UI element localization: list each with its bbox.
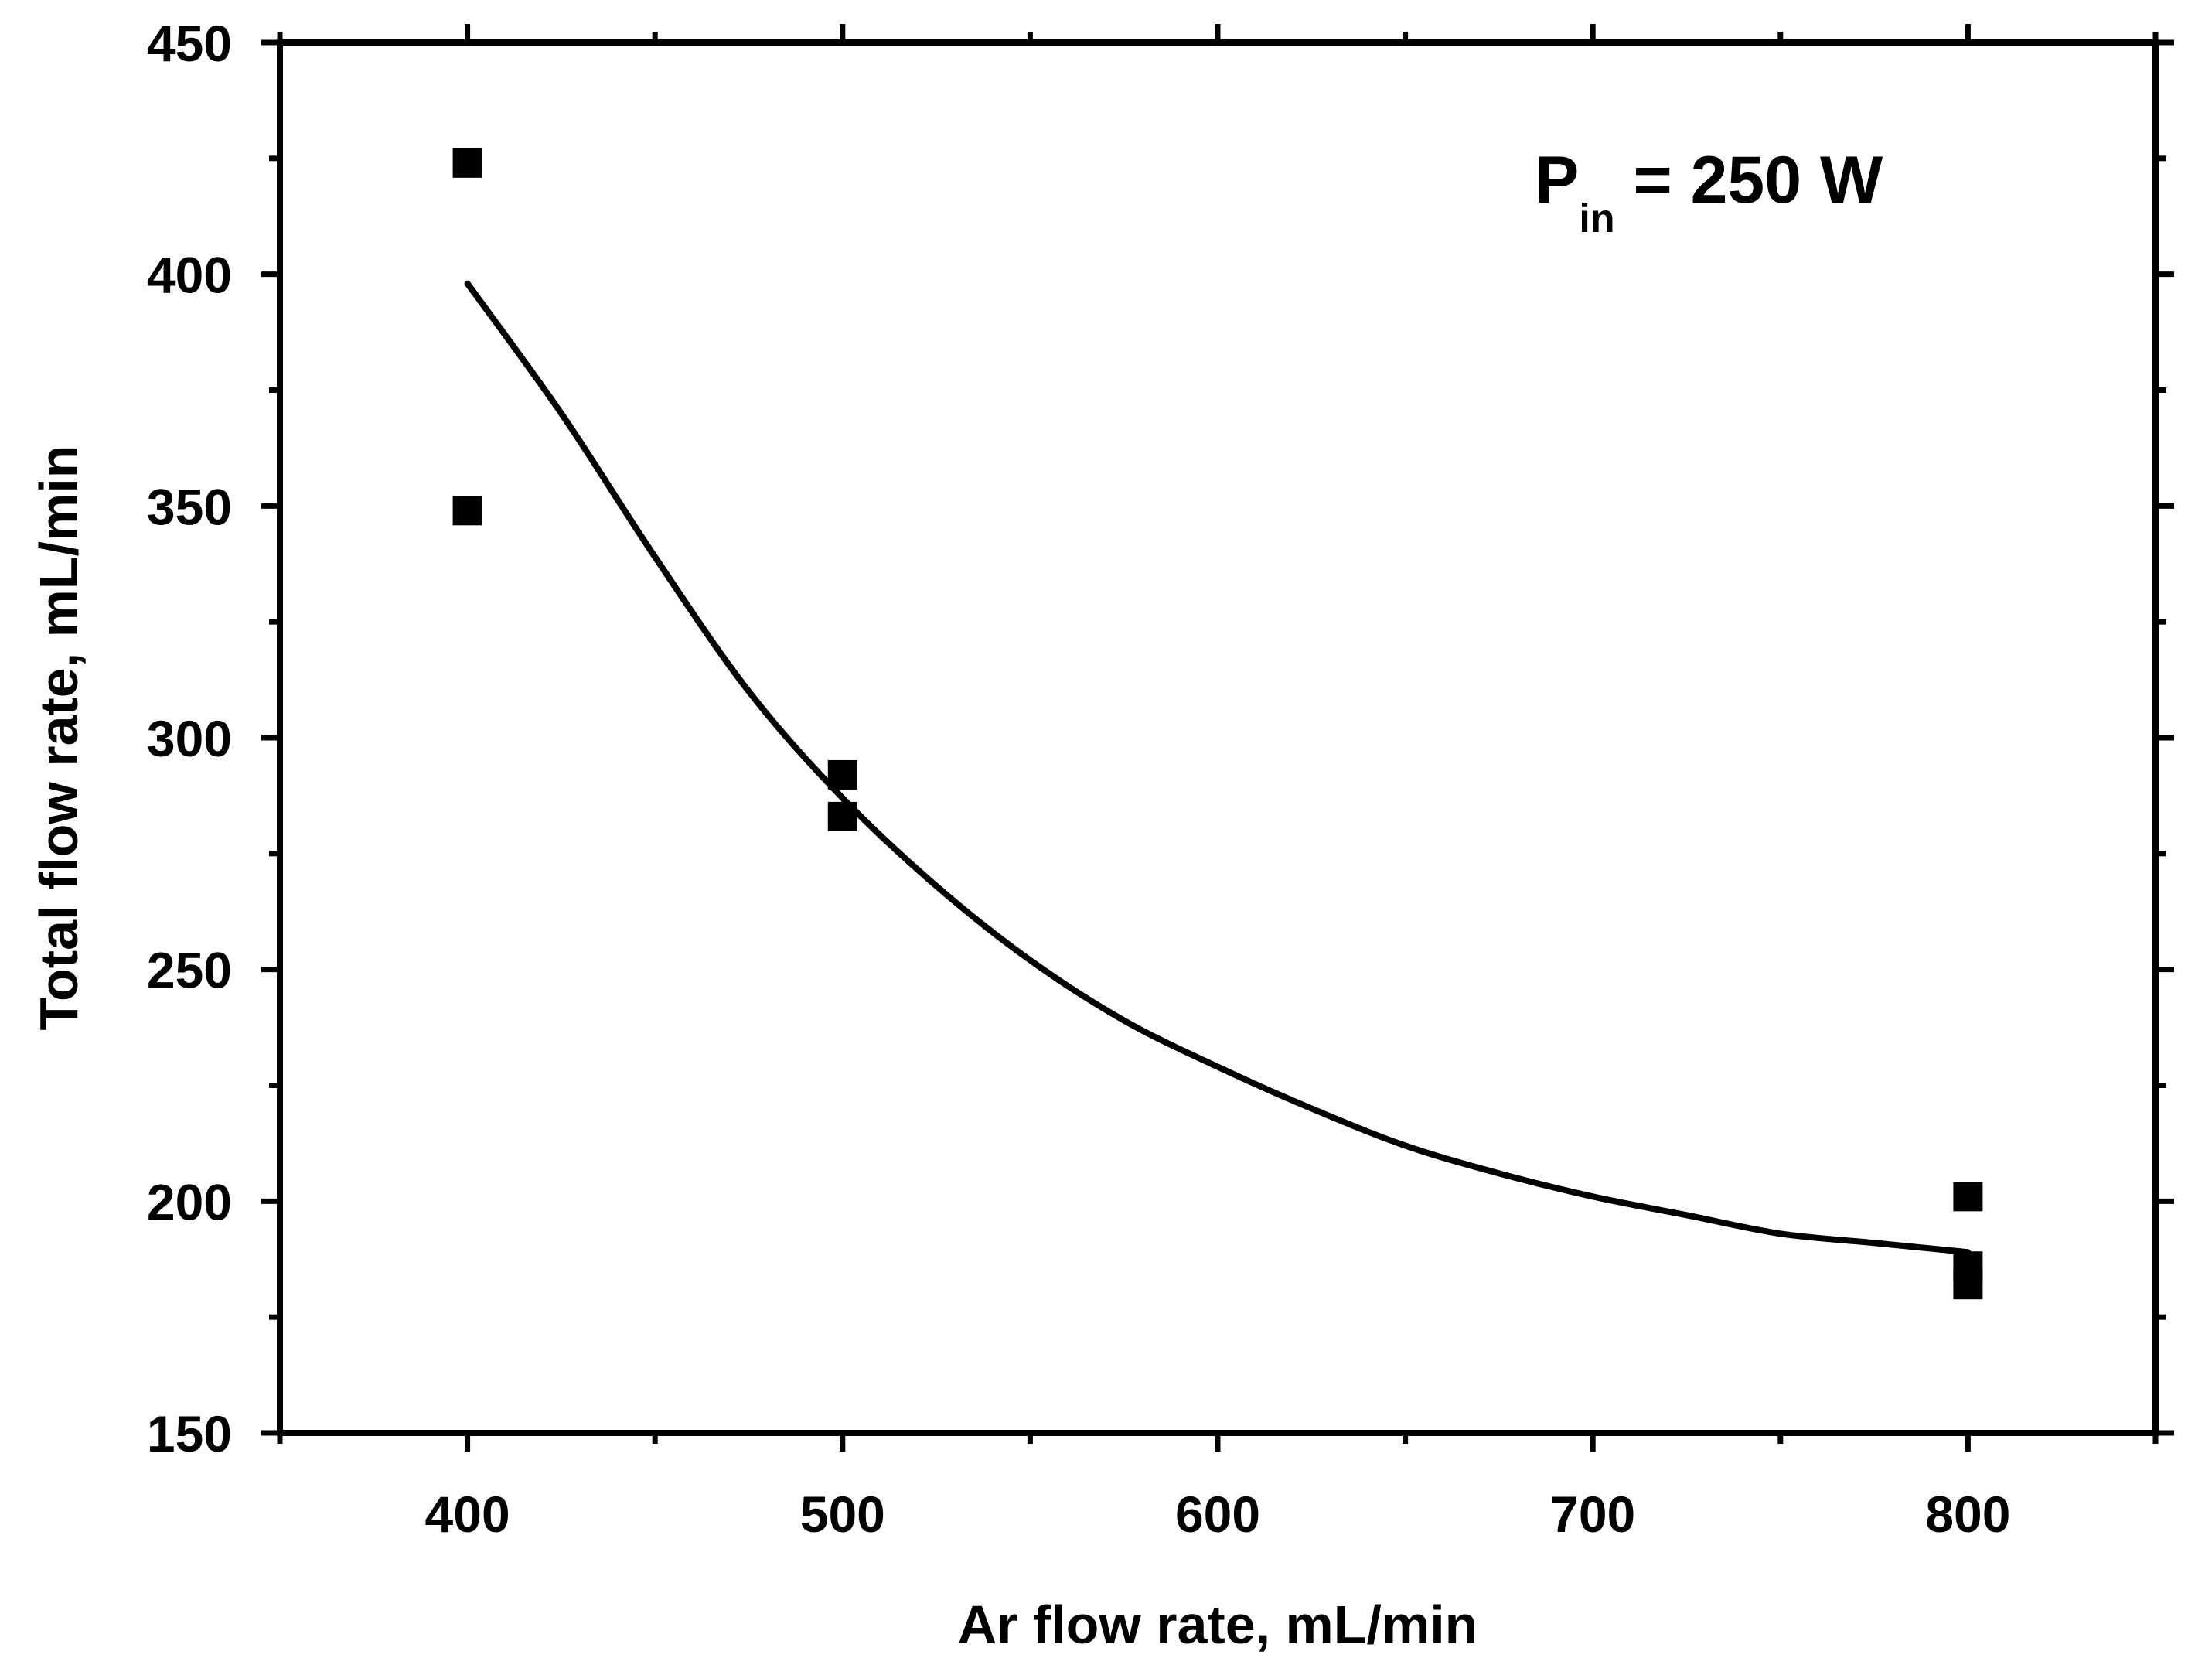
power-annotation: Pin = 250 W [1535,143,1883,241]
x-tick-label: 800 [1925,1486,2010,1543]
y-tick-label: 200 [147,1173,232,1230]
y-axis-label: Total flow rate, mL/min [29,445,89,1030]
x-tick-label: 400 [425,1486,510,1543]
x-tick-label: 500 [800,1486,885,1543]
y-tick-label: 300 [147,710,232,767]
x-axis-label: Ar flow rate, mL/min [958,1595,1478,1655]
x-tick-label: 600 [1175,1486,1260,1543]
data-point [452,496,482,526]
power-value: = 250 W [1615,143,1883,217]
plot-frame [277,39,2159,1436]
y-tick-label: 150 [147,1405,232,1462]
y-tick-label: 350 [147,478,232,535]
y-tick-label: 250 [147,942,232,999]
axis-tick-labels: 400 500 600 700 800 150 200 250 300 350 400 450 [147,15,2011,1543]
data-point [827,801,857,831]
y-tick-label: 450 [147,15,232,72]
data-point [1953,1270,1983,1300]
data-point [452,148,482,178]
data-markers [452,148,1983,1300]
power-subscript: in [1579,196,1614,241]
data-point [1953,1182,1983,1212]
x-tick-label: 700 [1550,1486,1635,1543]
y-tick-label: 400 [147,247,232,304]
fit-curve [464,280,1972,1256]
power-symbol: P [1535,143,1579,217]
axis-ticks [261,24,2174,1452]
data-point [827,759,857,790]
